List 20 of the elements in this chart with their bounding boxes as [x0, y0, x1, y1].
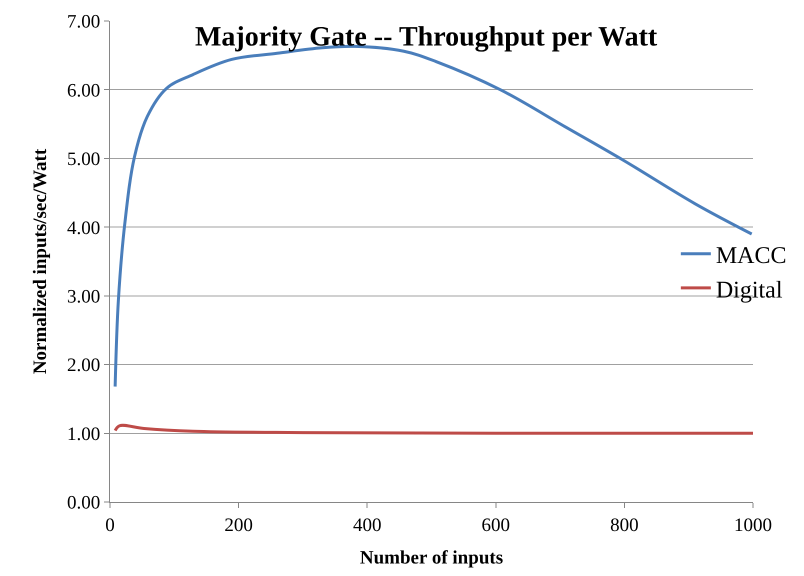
- y-tick-label: 6.00: [66, 80, 100, 102]
- y-tick-label: 4.00: [66, 218, 100, 239]
- y-tick-label: 1.00: [66, 424, 100, 445]
- x-tick-label: 800: [610, 514, 639, 536]
- y-tick-label: 2.00: [66, 355, 100, 376]
- line-series: [114, 424, 753, 435]
- chart-title: Majority Gate -- Throughput per Watt: [194, 22, 658, 53]
- x-tick-label: 200: [224, 514, 253, 536]
- x-axis-title: Number of inputs: [360, 548, 504, 569]
- y-tick-label: 7.00: [66, 12, 100, 33]
- x-tick-label: 400: [352, 514, 382, 536]
- x-tick-label: 0: [105, 514, 115, 536]
- legend-label: MACC: [716, 243, 787, 270]
- legend-label: Digital: [716, 277, 783, 304]
- x-tick-label: 600: [482, 514, 510, 536]
- x-tick-label: 1000: [734, 514, 772, 536]
- y-tick-label: 5.00: [66, 149, 100, 170]
- y-tick-label: 0.00: [66, 492, 100, 514]
- y-tick-label: 3.00: [66, 286, 100, 308]
- y-axis-title: Normalized inputs/sec/Watt: [30, 148, 51, 374]
